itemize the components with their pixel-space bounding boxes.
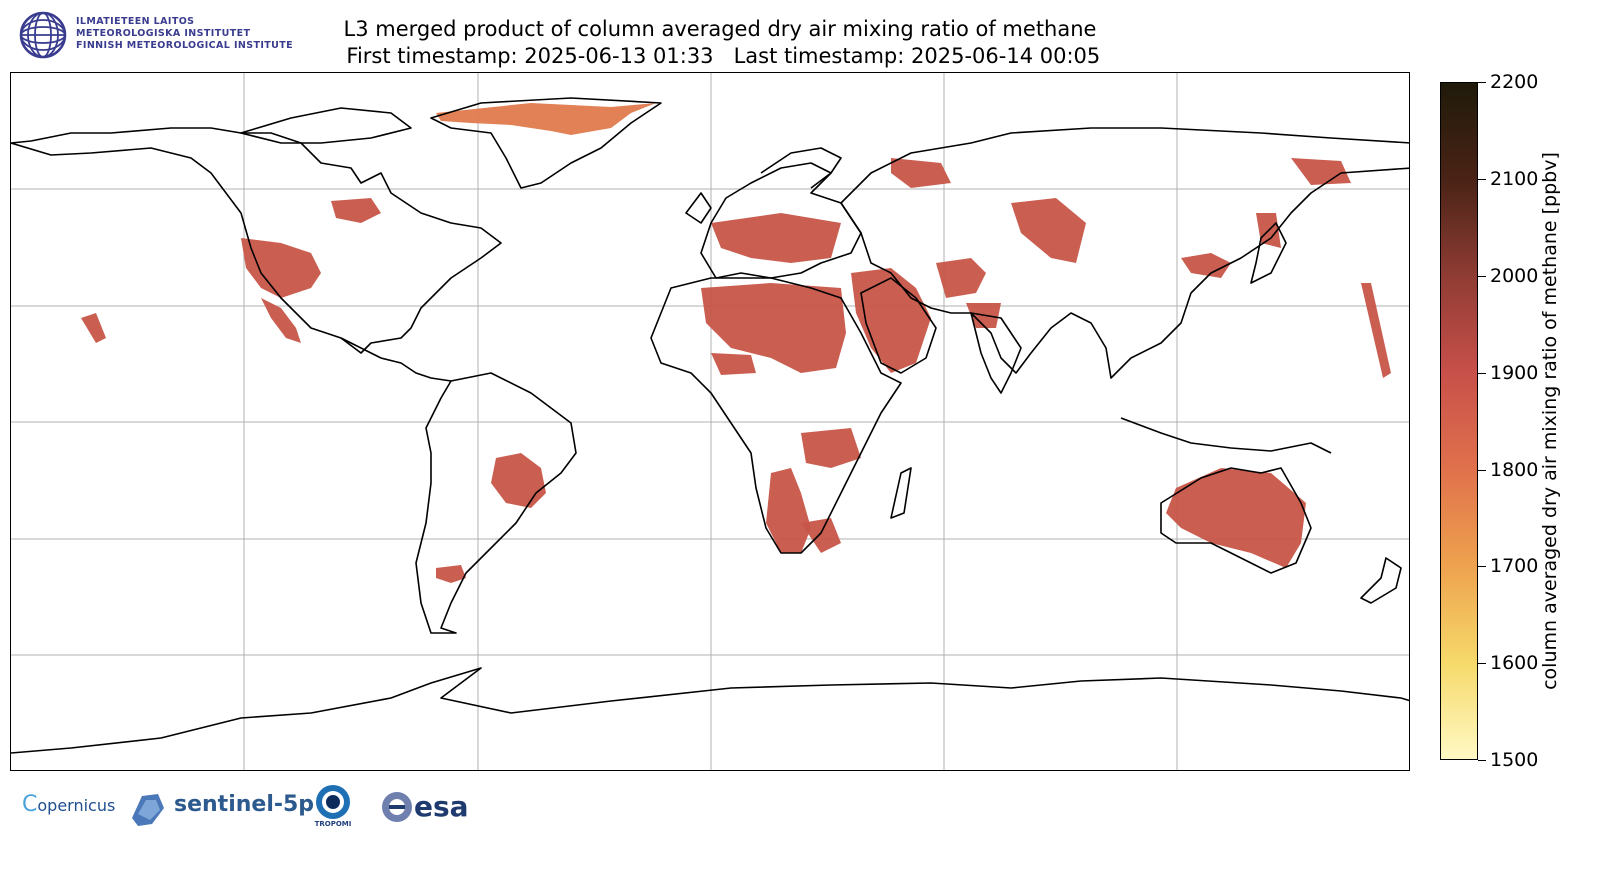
central-asia-data — [1011, 198, 1086, 263]
colorbar-tick — [1478, 663, 1486, 664]
arabia-data — [851, 268, 931, 373]
south-america-data — [491, 453, 546, 508]
greenland-data — [436, 103, 656, 135]
southern-africa-data — [766, 468, 811, 553]
australia-data — [1166, 468, 1306, 568]
tropomi-text: TROPOMI — [314, 820, 352, 828]
coast-south-america — [415, 372, 577, 634]
map-svg — [11, 73, 1409, 770]
institute-name-fi: ILMATIETEEN LAITOS — [76, 16, 195, 27]
coast-new-zealand — [1360, 557, 1402, 604]
colorbar-tick — [1478, 470, 1486, 471]
coast-greenland — [430, 97, 662, 189]
colorbar-label: column averaged dry air mixing ratio of … — [1539, 152, 1561, 690]
colorbar-tick-label: 2200 — [1490, 71, 1539, 93]
colorbar-tick-label: 2000 — [1490, 265, 1539, 287]
coast-australia — [1160, 467, 1312, 574]
siberia-east-data — [1291, 158, 1351, 185]
colorbar-tick — [1478, 179, 1486, 180]
graticule — [11, 73, 1409, 770]
coast-india — [970, 312, 1022, 394]
colorbar-tick — [1478, 276, 1486, 277]
colorbar-tick-label: 1700 — [1490, 555, 1539, 577]
coast-madagascar — [890, 467, 912, 519]
coast-central-america — [340, 337, 452, 382]
coast-arctic-islands — [240, 107, 412, 144]
fmi-logo: ILMATIETEEN LAITOS METEOROLOGISKA INSTIT… — [18, 10, 318, 60]
fmi-globe-icon — [19, 11, 67, 59]
esa-text: esa — [414, 790, 469, 823]
coast-asia — [840, 127, 1409, 379]
coast-antarctica — [11, 667, 1409, 754]
colorbar-tick-label: 1600 — [1490, 652, 1539, 674]
iran-data — [936, 258, 986, 298]
coast-africa — [650, 277, 902, 554]
title-line-2: First timestamp: 2025-06-13 01:33 Last t… — [339, 44, 1101, 68]
institute-name: ILMATIETEEN LAITOS METEOROLOGISKA INSTIT… — [76, 16, 293, 52]
hawaii-data — [81, 313, 106, 343]
colorbar — [1440, 82, 1478, 760]
north-america-west-data — [241, 238, 321, 298]
colorbar-tick — [1478, 82, 1486, 83]
russia-north-data — [891, 158, 951, 188]
sahara-data — [701, 283, 846, 373]
colorbar-tick — [1478, 566, 1486, 567]
sentinel-text: sentinel-5p — [174, 792, 315, 817]
mexico-data — [261, 298, 301, 343]
europe-data — [711, 213, 841, 263]
esa-globe-icon — [382, 792, 412, 822]
institute-name-en: FINNISH METEOROLOGICAL INSTITUTE — [76, 40, 294, 51]
sentinel-logo: sentinel-5p — [128, 788, 314, 828]
coast-scandinavia — [760, 147, 842, 189]
tropomi-eye-icon — [316, 785, 350, 819]
colorbar-tick-label: 1500 — [1490, 749, 1539, 771]
argentina-data — [436, 565, 466, 583]
africa-south-east-data — [801, 518, 841, 553]
institute-name-sv: METEOROLOGISKA INSTITUTET — [76, 28, 251, 39]
colorbar-tick-label: 1800 — [1490, 459, 1539, 481]
world-map — [10, 72, 1410, 771]
esa-logo: esa — [380, 790, 469, 828]
colorbar-tick-label: 2100 — [1490, 168, 1539, 190]
map-title: L3 merged product of column averaged dry… — [290, 16, 1150, 70]
methane-retrievals — [81, 103, 1391, 583]
copernicus-c-icon: C — [22, 792, 38, 817]
coastlines — [11, 97, 1409, 754]
china-data — [1181, 253, 1231, 278]
pacific-track-data — [1361, 283, 1391, 378]
coast-arabia — [860, 277, 937, 374]
sahel-data — [711, 353, 756, 375]
title-line-1: L3 merged product of column averaged dry… — [343, 17, 1097, 41]
colorbar-tick-label: 1900 — [1490, 362, 1539, 384]
africa-east-data — [801, 428, 861, 468]
sentinel-satellite-icon — [132, 794, 164, 826]
tropomi-logo: TROPOMI — [313, 784, 353, 832]
colorbar-tick — [1478, 760, 1486, 761]
copernicus-text: opernicus — [37, 796, 116, 815]
coast-uk — [685, 192, 712, 224]
coast-japan — [1250, 222, 1287, 284]
partner-logos: Copernicus sentinel-5p TROPOMI esa — [18, 782, 498, 832]
coast-indonesia — [1120, 417, 1332, 454]
north-america-canada-data — [331, 198, 381, 223]
colorbar-tick — [1478, 373, 1486, 374]
copernicus-logo: Copernicus — [22, 792, 115, 817]
